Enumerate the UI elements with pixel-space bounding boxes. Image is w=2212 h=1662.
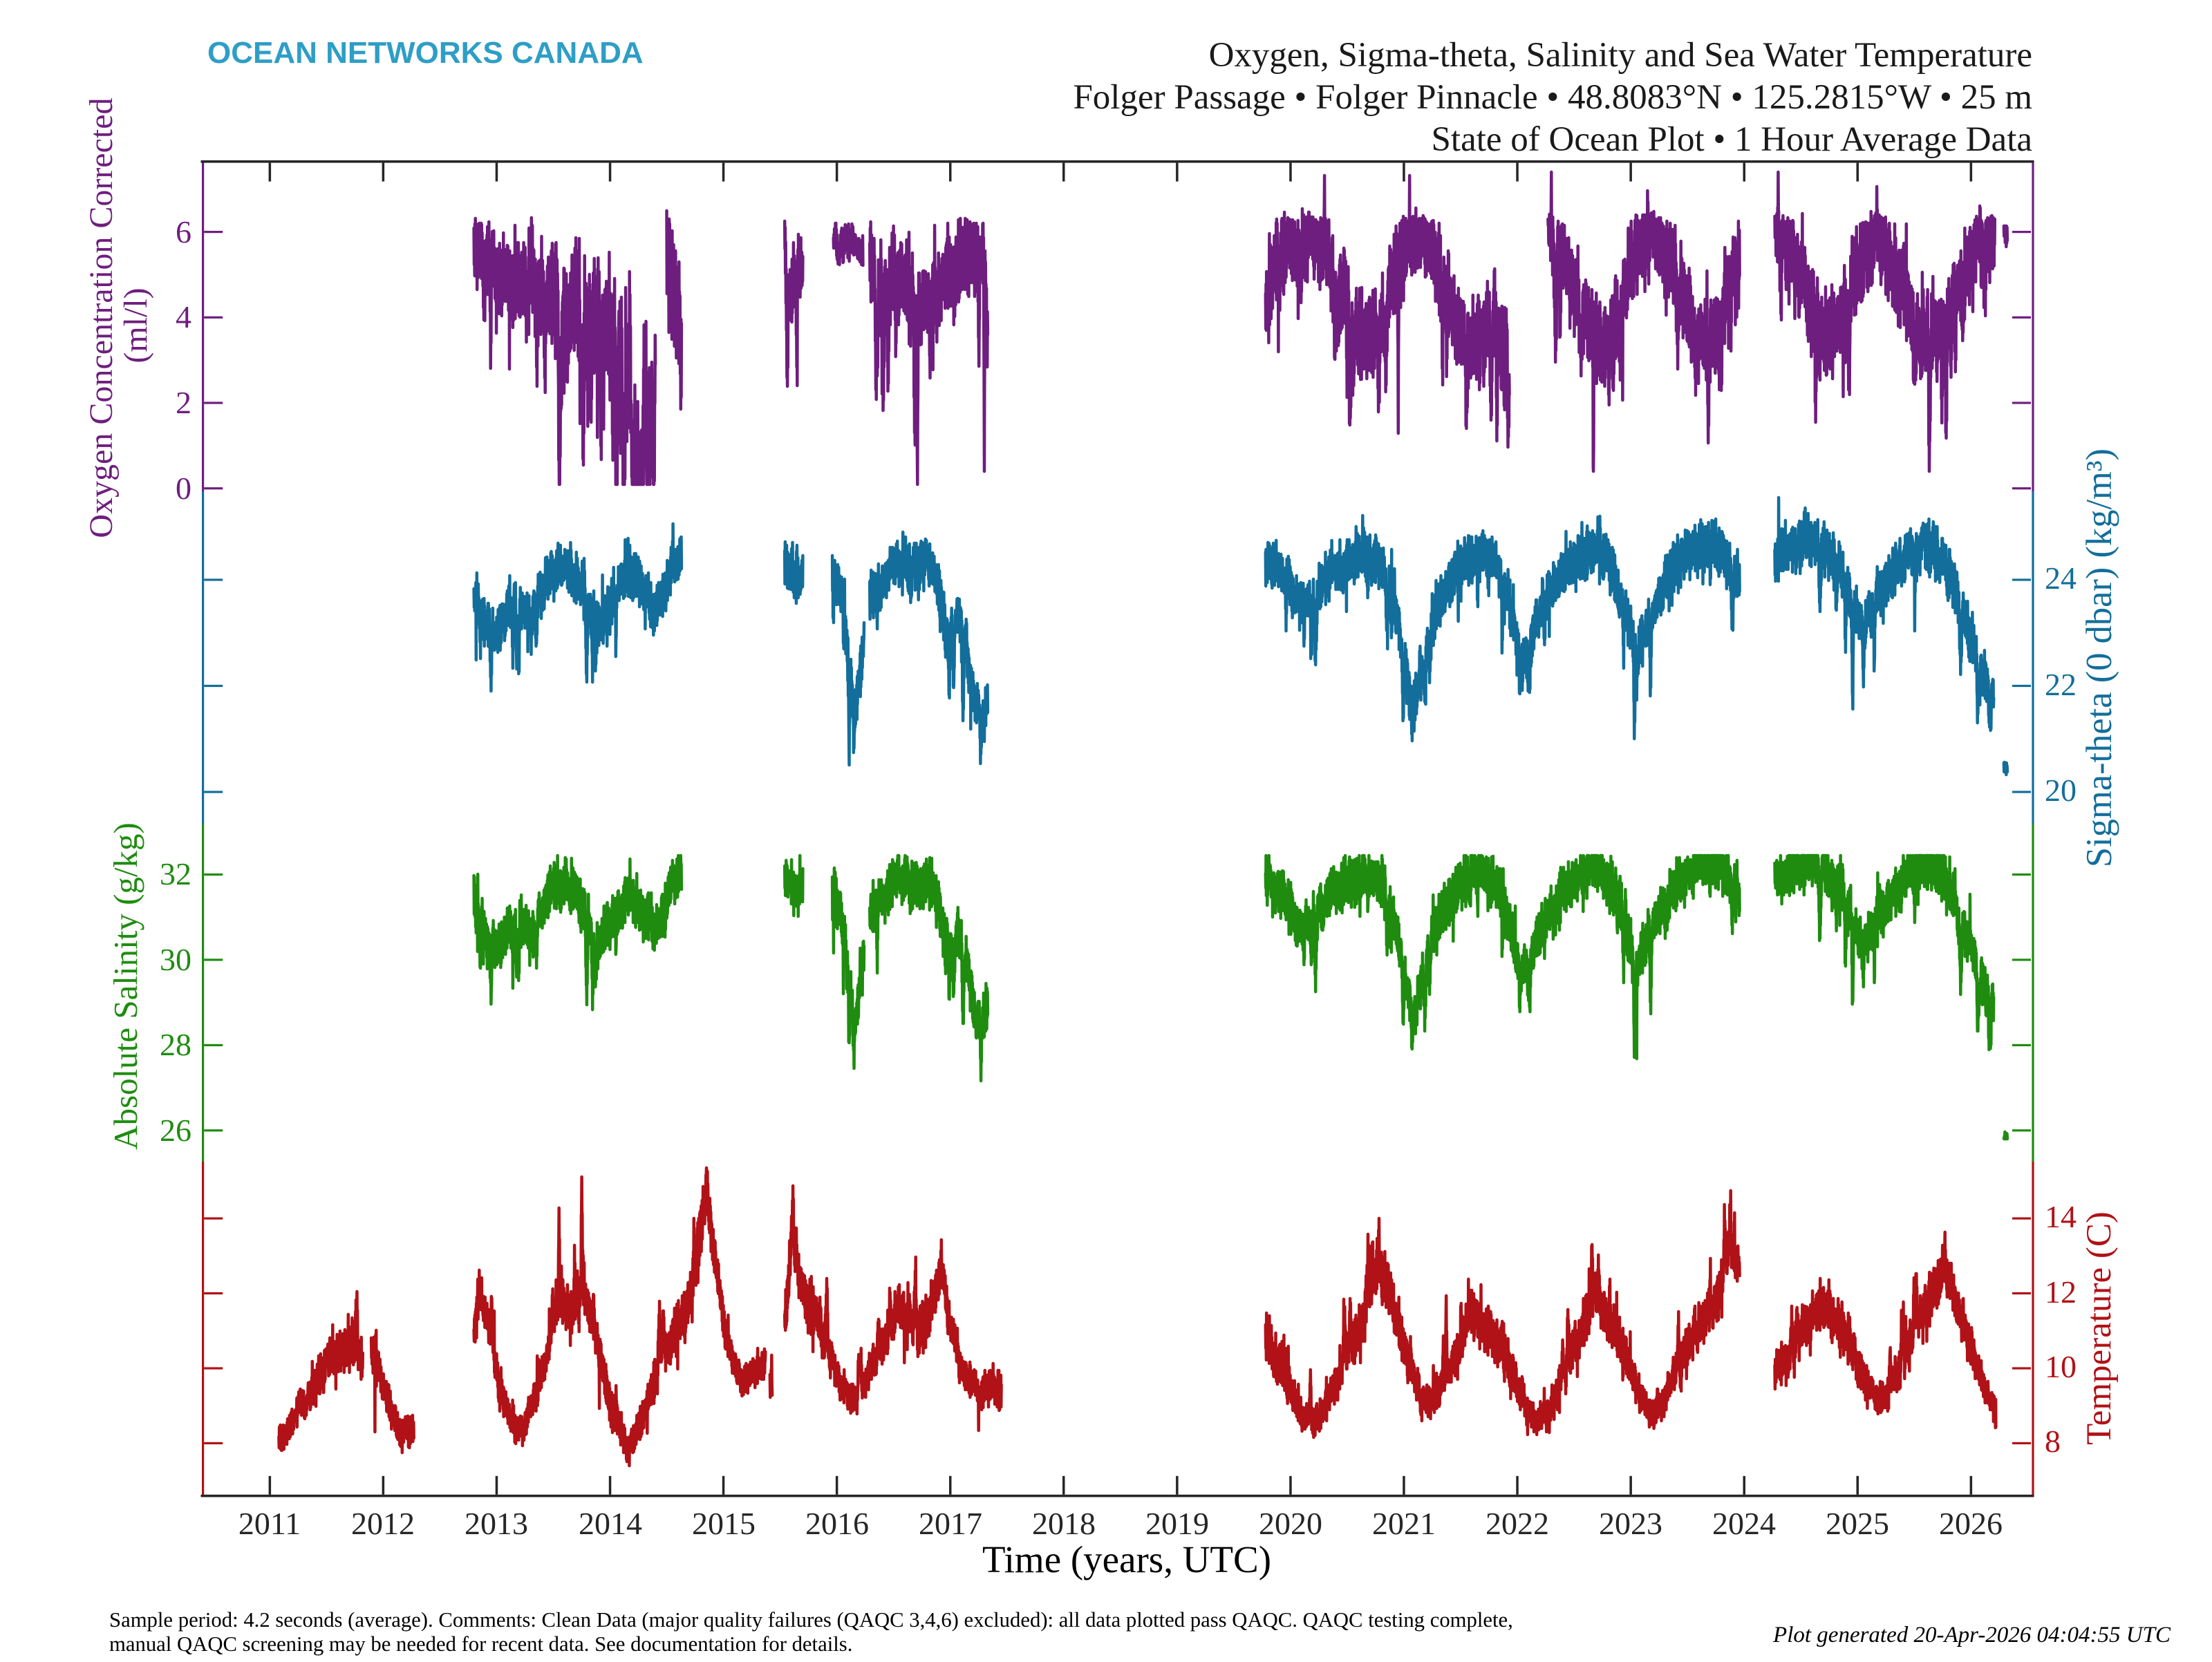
svg-text:Absolute Salinity (g/kg): Absolute Salinity (g/kg)	[106, 822, 144, 1150]
svg-text:24: 24	[2045, 560, 2077, 596]
svg-text:10: 10	[2045, 1349, 2077, 1384]
svg-text:2012: 2012	[351, 1506, 415, 1541]
svg-text:2: 2	[176, 385, 191, 420]
svg-text:2016: 2016	[805, 1506, 869, 1541]
svg-text:4: 4	[176, 299, 191, 334]
svg-text:6: 6	[176, 214, 191, 249]
svg-text:2025: 2025	[1826, 1506, 1889, 1541]
svg-text:Oxygen Concentration Corrected: Oxygen Concentration Corrected	[83, 97, 120, 538]
svg-text:2026: 2026	[1939, 1506, 2003, 1541]
svg-text:22: 22	[2045, 667, 2077, 702]
svg-text:12: 12	[2045, 1274, 2077, 1310]
svg-text:Temperature (C): Temperature (C)	[2080, 1211, 2119, 1445]
svg-text:2020: 2020	[1259, 1506, 1322, 1541]
svg-text:2023: 2023	[1599, 1506, 1662, 1541]
svg-text:Folger Passage • Folger Pinnac: Folger Passage • Folger Pinnacle • 48.80…	[1073, 78, 2032, 117]
svg-text:2011: 2011	[238, 1506, 301, 1541]
svg-text:8: 8	[2045, 1424, 2061, 1459]
svg-text:2021: 2021	[1372, 1506, 1436, 1541]
svg-text:2015: 2015	[692, 1506, 756, 1541]
svg-text:manual QAQC screening may be n: manual QAQC screening may be needed for …	[109, 1632, 852, 1656]
svg-text:2017: 2017	[919, 1506, 982, 1541]
svg-text:Time (years, UTC): Time (years, UTC)	[982, 1538, 1271, 1580]
svg-text:Oxygen, Sigma-theta, Salinity: Oxygen, Sigma-theta, Salinity and Sea Wa…	[1209, 36, 2032, 75]
svg-text:2018: 2018	[1032, 1506, 1096, 1541]
svg-text:0: 0	[176, 471, 191, 506]
svg-text:2013: 2013	[465, 1506, 528, 1541]
svg-text:2019: 2019	[1145, 1506, 1209, 1541]
svg-text:Sample period: 4.2 seconds (av: Sample period: 4.2 seconds (average). Co…	[109, 1608, 1513, 1632]
svg-text:28: 28	[160, 1027, 191, 1062]
svg-text:30: 30	[160, 942, 191, 977]
svg-text:2024: 2024	[1712, 1506, 1776, 1541]
svg-text:Plot generated 20-Apr-2026 04:: Plot generated 20-Apr-2026 04:04:55 UTC	[1772, 1623, 2171, 1647]
svg-text:2022: 2022	[1485, 1506, 1549, 1541]
svg-text:32: 32	[160, 856, 191, 891]
svg-text:14: 14	[2045, 1199, 2077, 1234]
svg-text:State of Ocean Plot • 1 Hour A: State of Ocean Plot • 1 Hour Average Dat…	[1432, 120, 2032, 159]
svg-text:(ml/l): (ml/l)	[118, 287, 154, 363]
svg-text:2014: 2014	[579, 1506, 642, 1541]
svg-text:20: 20	[2045, 773, 2077, 808]
svg-text:Sigma-theta (0 dbar) (kg/m³): Sigma-theta (0 dbar) (kg/m³)	[2079, 448, 2119, 867]
svg-text:26: 26	[160, 1113, 191, 1148]
svg-text:OCEAN NETWORKS CANADA: OCEAN NETWORKS CANADA	[207, 36, 644, 70]
